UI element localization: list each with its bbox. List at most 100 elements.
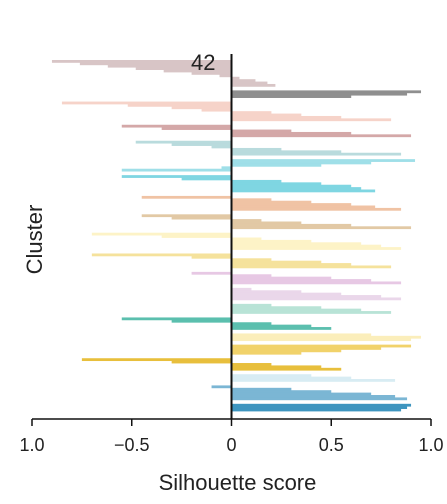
silhouette-bar [231, 306, 322, 310]
silhouette-bar [231, 147, 282, 151]
silhouette-bar [231, 226, 412, 230]
silhouette-bar [231, 237, 262, 241]
silhouette-bar [231, 150, 342, 154]
silhouette-bar [79, 62, 232, 66]
x-tick-label: 0.5 [319, 435, 344, 455]
silhouette-bar [161, 127, 232, 130]
silhouette-bar [231, 397, 408, 401]
cluster-size-annotation: 42 [191, 50, 215, 75]
silhouette-bar [231, 276, 332, 280]
silhouette-bar [211, 385, 232, 389]
silhouette-bar [231, 265, 392, 269]
silhouette-bar [231, 322, 272, 326]
silhouette-bar [221, 166, 232, 170]
x-tick-label: 1.0 [19, 435, 44, 455]
silhouette-bar [163, 69, 232, 73]
silhouette-bar [231, 223, 352, 227]
silhouette-bar [231, 290, 302, 294]
silhouette-bar [231, 376, 352, 380]
silhouette-bar [231, 76, 240, 80]
silhouette-bar [191, 271, 232, 275]
silhouette-bar [231, 203, 352, 206]
silhouette-bar [81, 358, 232, 362]
silhouette-bar [231, 118, 392, 122]
silhouette-bar [231, 198, 272, 202]
silhouette-bar [231, 187, 362, 190]
x-tick-label: 1.0 [418, 435, 443, 455]
silhouette-bar [231, 335, 422, 339]
silhouette-bar [231, 92, 408, 96]
silhouette-bar [231, 297, 402, 301]
silhouette-bar [231, 260, 322, 264]
x-tick-label: −0.5 [114, 435, 150, 455]
silhouette-bar [141, 195, 232, 199]
silhouette-bar [171, 360, 232, 364]
silhouette-bar [201, 108, 232, 112]
bars-layer [51, 60, 422, 412]
silhouette-bar [231, 292, 342, 296]
silhouette-bar [231, 129, 292, 133]
silhouette-bar [231, 200, 312, 204]
silhouette-bar [231, 295, 382, 298]
silhouette-bar [231, 327, 332, 330]
silhouette-bar [61, 101, 232, 105]
silhouette-bar [231, 403, 412, 407]
silhouette-bar [231, 111, 272, 114]
silhouette-bar [231, 351, 302, 355]
silhouette-bar [231, 163, 322, 167]
silhouette-bar [121, 317, 232, 321]
silhouette-bar [51, 60, 232, 63]
silhouette-bar [231, 159, 416, 162]
silhouette-bar [231, 152, 402, 156]
silhouette-bar [231, 408, 402, 412]
silhouette-bar [231, 367, 342, 371]
silhouette-bar [191, 71, 232, 75]
silhouette-bar [171, 216, 232, 220]
silhouette-bar [231, 392, 372, 396]
silhouette-bar [231, 379, 396, 382]
silhouette-bar [231, 274, 272, 278]
silhouette-bar [231, 344, 412, 348]
silhouette-bar [231, 219, 262, 222]
silhouette-bar [231, 244, 382, 248]
silhouette-bar [231, 115, 342, 119]
silhouette-bar [171, 143, 232, 146]
x-ticks: 1.0 −0.5 0 0.5 1.0 [19, 419, 444, 455]
silhouette-bar [231, 308, 362, 312]
silhouette-bar [231, 303, 272, 307]
silhouette-bar [231, 90, 422, 94]
silhouette-bar [191, 255, 232, 259]
silhouette-bar [231, 79, 256, 82]
silhouette-bar [171, 106, 232, 110]
silhouette-bar [219, 74, 232, 78]
silhouette-bar [141, 214, 232, 218]
silhouette-bar [231, 83, 276, 87]
silhouette-bar [231, 242, 362, 246]
silhouette-bar [231, 311, 392, 314]
silhouette-bar [231, 131, 352, 135]
silhouette-bar [231, 263, 352, 266]
silhouette-bar [231, 347, 382, 350]
silhouette-bar [107, 64, 232, 68]
silhouette-bar [231, 363, 272, 366]
silhouette-bar [231, 406, 408, 409]
silhouette-bar [231, 281, 402, 285]
silhouette-bar [231, 247, 402, 250]
y-axis-title: Cluster [22, 205, 47, 275]
silhouette-bar [231, 365, 322, 369]
silhouette-bar [91, 253, 232, 257]
silhouette-bar [231, 221, 302, 225]
silhouette-bar [231, 338, 412, 342]
silhouette-bar [231, 179, 282, 183]
silhouette-bar [135, 67, 232, 70]
silhouette-bar [121, 175, 232, 178]
x-tick-label: 0 [226, 435, 236, 455]
silhouette-bar [231, 333, 372, 337]
silhouette-bar [231, 81, 268, 85]
silhouette-bar [231, 395, 396, 398]
silhouette-bar [231, 134, 412, 138]
silhouette-bar [231, 207, 402, 211]
silhouette-bar [161, 235, 232, 238]
silhouette-bar [231, 387, 292, 391]
